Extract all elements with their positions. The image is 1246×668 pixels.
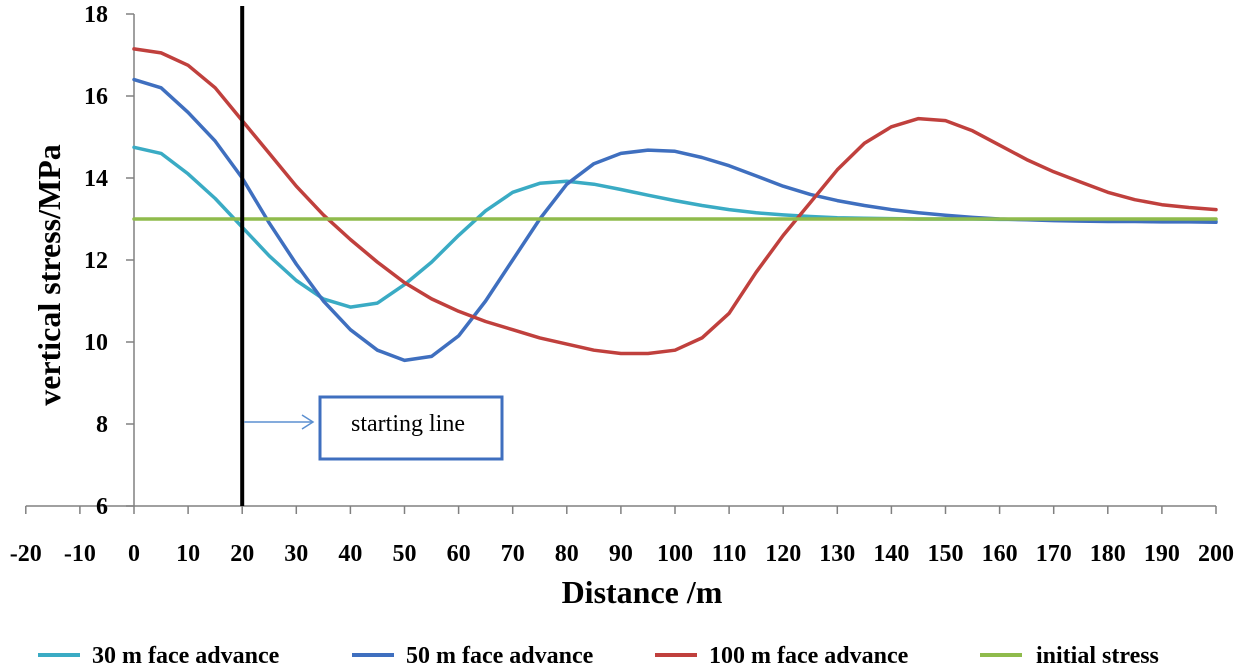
x-tick-label: 70: [501, 541, 525, 567]
x-tick-label: 100: [657, 541, 693, 567]
x-tick-label: 160: [982, 541, 1018, 567]
x-tick-label: 50: [393, 541, 417, 567]
x-tick-label: 20: [230, 541, 254, 567]
x-tick-label: 190: [1144, 541, 1180, 567]
y-tick-label: 12: [84, 248, 108, 274]
series-layer: [132, 47, 1218, 363]
x-tick-label: -20: [10, 541, 42, 567]
starting-line-annotation: starting line: [244, 395, 504, 461]
x-tick-label: 60: [447, 541, 471, 567]
x-tick-label: 140: [873, 541, 909, 567]
x-tick-label: 40: [338, 541, 362, 567]
annotation-arrowhead: [301, 414, 315, 430]
y-tick-label: 14: [84, 166, 108, 192]
x-tick-label: 80: [555, 541, 579, 567]
x-tick-label: 170: [1036, 541, 1072, 567]
annotation-box: [318, 395, 504, 461]
x-tick-label: 130: [819, 541, 855, 567]
x-tick-label: 150: [928, 541, 964, 567]
y-axis-title: vertical stress/MPa: [31, 144, 67, 406]
legend-label-30-m-face-advance: 30 m face advance: [92, 643, 280, 668]
y-tick-label: 8: [96, 412, 108, 438]
series-line-100-m-face-advance: [132, 47, 1218, 356]
x-tick-label: 180: [1090, 541, 1126, 567]
legend-label-initial-stress: initial stress: [1036, 643, 1159, 668]
x-tick-label: 200: [1198, 541, 1234, 567]
x-tick-label: 120: [765, 541, 801, 567]
legend-label-100-m-face-advance: 100 m face advance: [709, 643, 909, 668]
axes: -20 -10 0 10 20 30 40 50 60 70 80 90 100 110 120 130 140…: [10, 2, 1234, 567]
annotation-text: starting line: [351, 411, 465, 437]
x-tick-label: 110: [712, 541, 747, 567]
legend-label-50-m-face-advance: 50 m face advance: [406, 643, 594, 668]
x-tick-label: 0: [128, 541, 140, 567]
x-tick-label: 90: [609, 541, 633, 567]
y-tick-label: 16: [84, 84, 108, 110]
y-tick-label: 10: [84, 330, 108, 356]
legend: 30 m face advance 50 m face advance 100 m …: [38, 643, 1159, 668]
y-tick-label: 6: [96, 494, 108, 520]
x-tick-label: 10: [176, 541, 200, 567]
y-tick-label: 18: [84, 2, 108, 28]
x-axis-title: Distance /m: [562, 574, 723, 610]
x-tick-label: 30: [284, 541, 308, 567]
x-tick-label: -10: [64, 541, 96, 567]
